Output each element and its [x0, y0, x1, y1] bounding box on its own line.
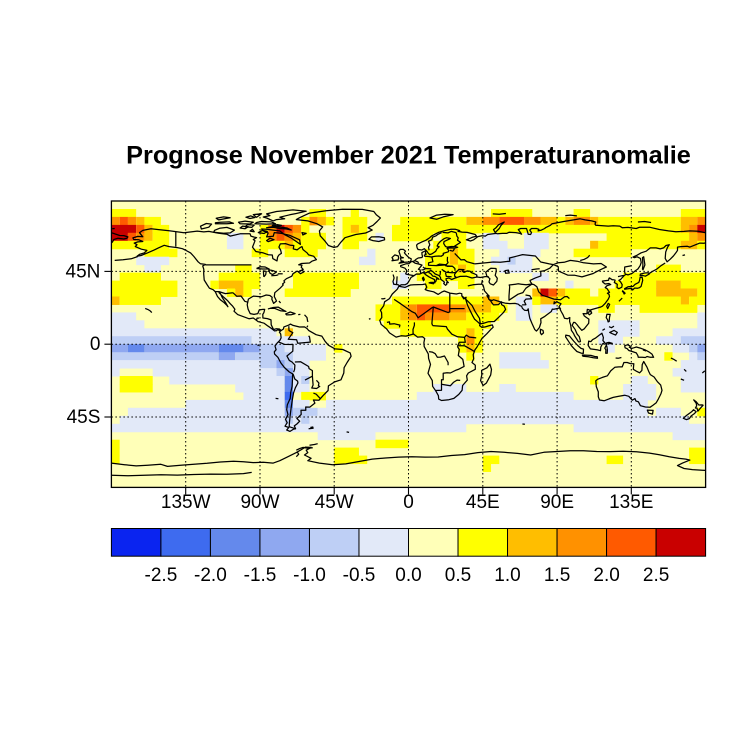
svg-text:-2.0: -2.0 [194, 565, 227, 586]
svg-text:45S: 45S [67, 407, 101, 428]
svg-text:45N: 45N [66, 261, 101, 282]
svg-text:-0.5: -0.5 [343, 565, 376, 586]
svg-text:Prognose November 2021 Tempera: Prognose November 2021 Temperaturanomali… [126, 142, 691, 170]
svg-text:-2.5: -2.5 [145, 565, 178, 586]
svg-text:2.5: 2.5 [643, 565, 669, 586]
svg-text:0.5: 0.5 [445, 565, 471, 586]
svg-text:-1.5: -1.5 [244, 565, 277, 586]
svg-text:45E: 45E [466, 492, 500, 513]
svg-text:2.0: 2.0 [593, 565, 619, 586]
svg-text:135W: 135W [161, 492, 211, 513]
svg-text:135E: 135E [609, 492, 653, 513]
svg-text:90W: 90W [240, 492, 279, 513]
svg-text:90E: 90E [540, 492, 574, 513]
svg-text:45W: 45W [315, 492, 354, 513]
svg-text:0: 0 [90, 334, 101, 355]
svg-text:-1.0: -1.0 [293, 565, 326, 586]
svg-text:0.0: 0.0 [395, 565, 421, 586]
svg-text:0: 0 [403, 492, 414, 513]
svg-text:1.0: 1.0 [494, 565, 520, 586]
svg-text:1.5: 1.5 [544, 565, 570, 586]
